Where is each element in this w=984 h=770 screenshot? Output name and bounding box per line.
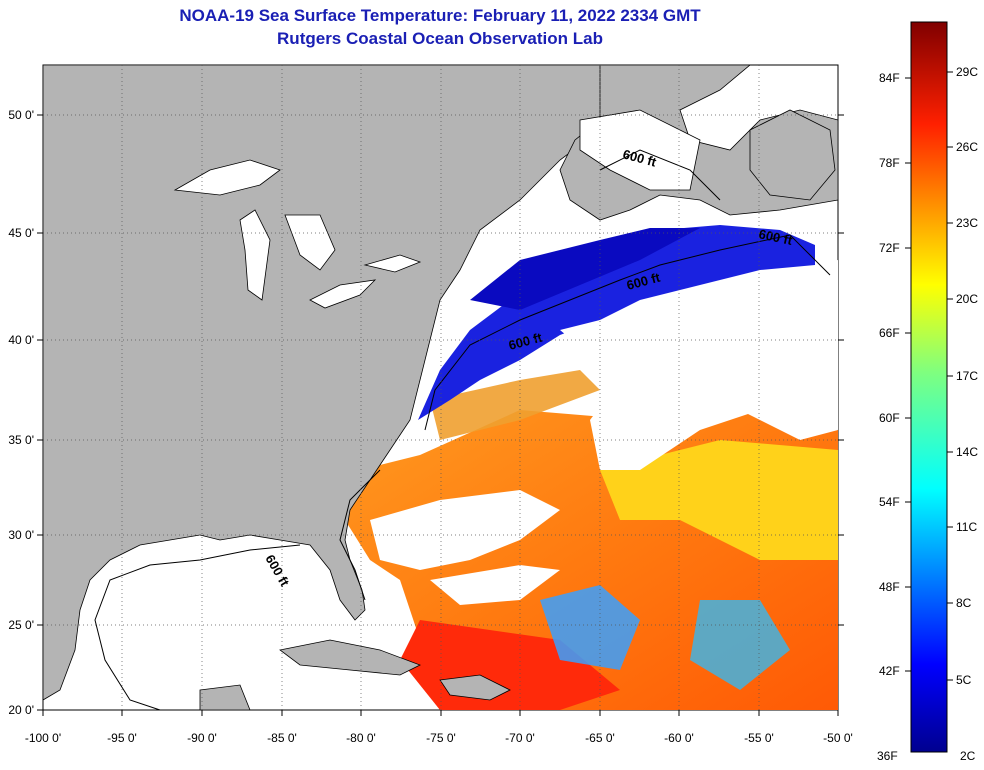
lon-label: -90 0'	[187, 731, 217, 745]
lake-erie-ontario	[309, 254, 422, 309]
colorbar-ticks	[905, 71, 953, 681]
lat-label: 50 0'	[8, 108, 34, 122]
graticule	[43, 65, 838, 710]
lat-label: 30 0'	[8, 528, 34, 542]
lon-label: -65 0'	[585, 731, 615, 745]
lat-label: 25 0'	[8, 618, 34, 632]
lon-label: -60 0'	[664, 731, 694, 745]
land-cuba	[279, 639, 421, 676]
colorbar-label-c: 26C	[956, 140, 979, 154]
colorbar	[910, 21, 948, 753]
land-newfoundland	[749, 109, 836, 201]
lake-superior	[173, 159, 281, 196]
lat-label: 40 0'	[8, 333, 34, 347]
cloud-cover	[430, 565, 560, 605]
lat-label: 35 0'	[8, 433, 34, 447]
lon-label: -95 0'	[107, 731, 137, 745]
sst-cool-patch	[690, 600, 790, 690]
sst-cool-patch	[540, 585, 640, 670]
colorbar-label-f: 42F	[879, 664, 900, 678]
cloud-cover	[370, 490, 560, 570]
colorbar-label-f: 72F	[879, 241, 900, 255]
colorbar-label-c: 2C	[960, 749, 976, 763]
colorbar-label-c: 17C	[956, 369, 979, 383]
lon-label: -70 0'	[505, 731, 535, 745]
colorbar-label-f: 36F	[877, 749, 898, 763]
sst-mid-band	[430, 370, 600, 440]
lake-michigan-huron	[239, 209, 336, 301]
land-yucatan	[199, 684, 251, 710]
sst-coldest-water	[470, 228, 700, 310]
isobath-600ft	[94, 149, 831, 711]
axis-ticks	[37, 114, 844, 716]
lon-label: -85 0'	[267, 731, 297, 745]
colorbar-label-c: 20C	[956, 292, 979, 306]
map-title: NOAA-19 Sea Surface Temperature: Februar…	[179, 6, 701, 25]
colorbar-label-f: 78F	[879, 156, 900, 170]
lon-label: -55 0'	[744, 731, 774, 745]
land-hispaniola	[439, 674, 511, 701]
cloud-cover	[560, 260, 838, 470]
lat-label: 20 0'	[8, 703, 34, 717]
colorbar-label-c: 5C	[956, 673, 972, 687]
colorbar-label-f: 60F	[879, 411, 900, 425]
map-subtitle: Rutgers Coastal Ocean Observation Lab	[277, 29, 603, 48]
lon-label: -80 0'	[346, 731, 376, 745]
colorbar-label-f: 54F	[879, 495, 900, 509]
colorbar-label-c: 29C	[956, 65, 979, 79]
sst-cold-shelf	[418, 225, 815, 420]
colorbar-label-c: 14C	[956, 445, 979, 459]
colorbar-label-c: 8C	[956, 596, 972, 610]
lon-label: -50 0'	[823, 731, 853, 745]
colorbar-label-c: 23C	[956, 216, 979, 230]
colorbar-label-f: 84F	[879, 71, 900, 85]
contour-label: 600 ft	[757, 226, 794, 248]
sst-yellow-region	[600, 440, 838, 560]
colorbar-label-f: 66F	[879, 326, 900, 340]
lon-label: -75 0'	[426, 731, 456, 745]
colorbar-label-c: 11C	[956, 520, 978, 534]
lon-label: -100 0'	[25, 731, 61, 745]
colorbar-label-f: 48F	[879, 580, 900, 594]
lat-label: 45 0'	[8, 226, 34, 240]
